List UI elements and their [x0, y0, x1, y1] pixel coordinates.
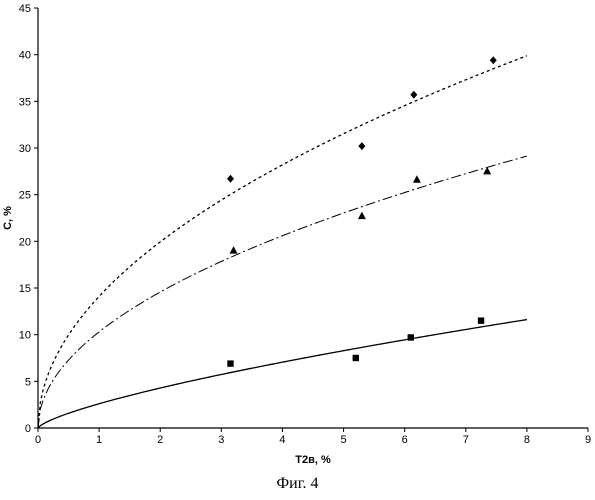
- trend-curves: [38, 56, 527, 428]
- y-tick-label: 0: [25, 423, 31, 435]
- chart: 0123456789051015202530354045 C, % T2в, %: [0, 0, 595, 470]
- square-point: [353, 355, 359, 361]
- trend-line-diamond: [38, 56, 527, 428]
- y-tick-label: 45: [19, 3, 31, 15]
- x-tick-label: 9: [585, 434, 591, 446]
- x-tick-label: 6: [402, 434, 408, 446]
- x-tick-label: 1: [96, 434, 102, 446]
- x-tick-label: 2: [157, 434, 163, 446]
- x-tick-label: 4: [279, 434, 285, 446]
- x-tick-label: 7: [463, 434, 469, 446]
- triangle-point: [230, 246, 238, 254]
- diamond-point: [490, 56, 497, 64]
- square-point: [227, 360, 233, 366]
- square-point: [478, 317, 484, 323]
- axes: 0123456789051015202530354045: [19, 3, 591, 446]
- trend-line-triangle: [38, 156, 527, 428]
- x-tick-label: 3: [218, 434, 224, 446]
- x-axis-title: T2в, %: [295, 454, 331, 466]
- diamond-point: [227, 175, 234, 183]
- x-tick-label: 0: [35, 434, 41, 446]
- diamond-point: [358, 142, 365, 150]
- y-tick-label: 5: [25, 376, 31, 388]
- data-points: [227, 56, 497, 367]
- triangle-point: [483, 167, 491, 175]
- y-axis-title: C, %: [2, 206, 14, 230]
- x-tick-label: 8: [524, 434, 530, 446]
- triangle-point: [413, 175, 421, 183]
- y-tick-label: 35: [19, 96, 31, 108]
- figure-caption: Фиг. 4: [0, 475, 595, 493]
- triangle-point: [358, 212, 366, 220]
- y-tick-label: 40: [19, 50, 31, 62]
- x-tick-label: 5: [340, 434, 346, 446]
- square-point: [408, 334, 414, 340]
- y-tick-label: 30: [19, 143, 31, 155]
- diamond-point: [410, 91, 417, 99]
- y-tick-label: 10: [19, 330, 31, 342]
- trend-line-square: [38, 320, 527, 428]
- y-tick-label: 20: [19, 236, 31, 248]
- y-tick-label: 15: [19, 283, 31, 295]
- y-tick-label: 25: [19, 190, 31, 202]
